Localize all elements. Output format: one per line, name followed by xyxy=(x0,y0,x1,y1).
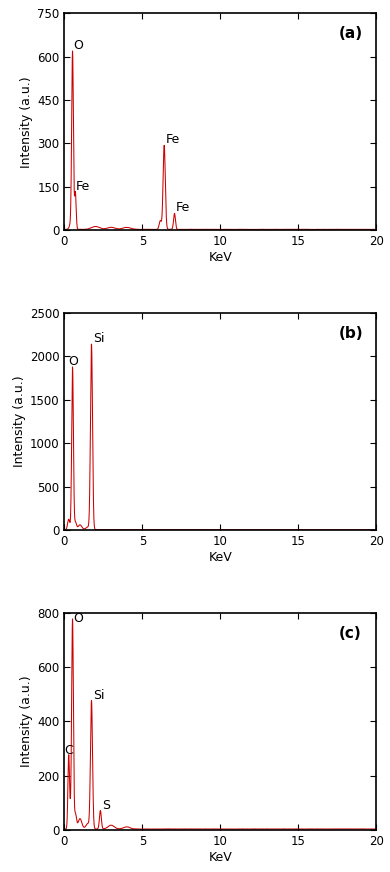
Text: (b): (b) xyxy=(339,326,363,341)
Text: (c): (c) xyxy=(339,626,362,641)
Text: (a): (a) xyxy=(339,26,363,41)
Text: Fe: Fe xyxy=(176,201,190,215)
X-axis label: KeV: KeV xyxy=(209,551,232,564)
Text: Fe: Fe xyxy=(165,133,180,146)
Text: Si: Si xyxy=(93,331,104,344)
Text: O: O xyxy=(68,355,78,368)
Y-axis label: Intensity (a.u.): Intensity (a.u.) xyxy=(13,376,26,467)
X-axis label: KeV: KeV xyxy=(209,851,232,864)
X-axis label: KeV: KeV xyxy=(209,251,232,264)
Text: O: O xyxy=(73,39,83,52)
Text: C: C xyxy=(65,744,73,757)
Text: S: S xyxy=(102,799,110,812)
Y-axis label: Intensity (a.u.): Intensity (a.u.) xyxy=(20,676,33,767)
Text: Fe: Fe xyxy=(76,181,90,194)
Text: Si: Si xyxy=(93,689,104,702)
Text: O: O xyxy=(73,612,83,625)
Y-axis label: Intensity (a.u.): Intensity (a.u.) xyxy=(20,76,33,167)
